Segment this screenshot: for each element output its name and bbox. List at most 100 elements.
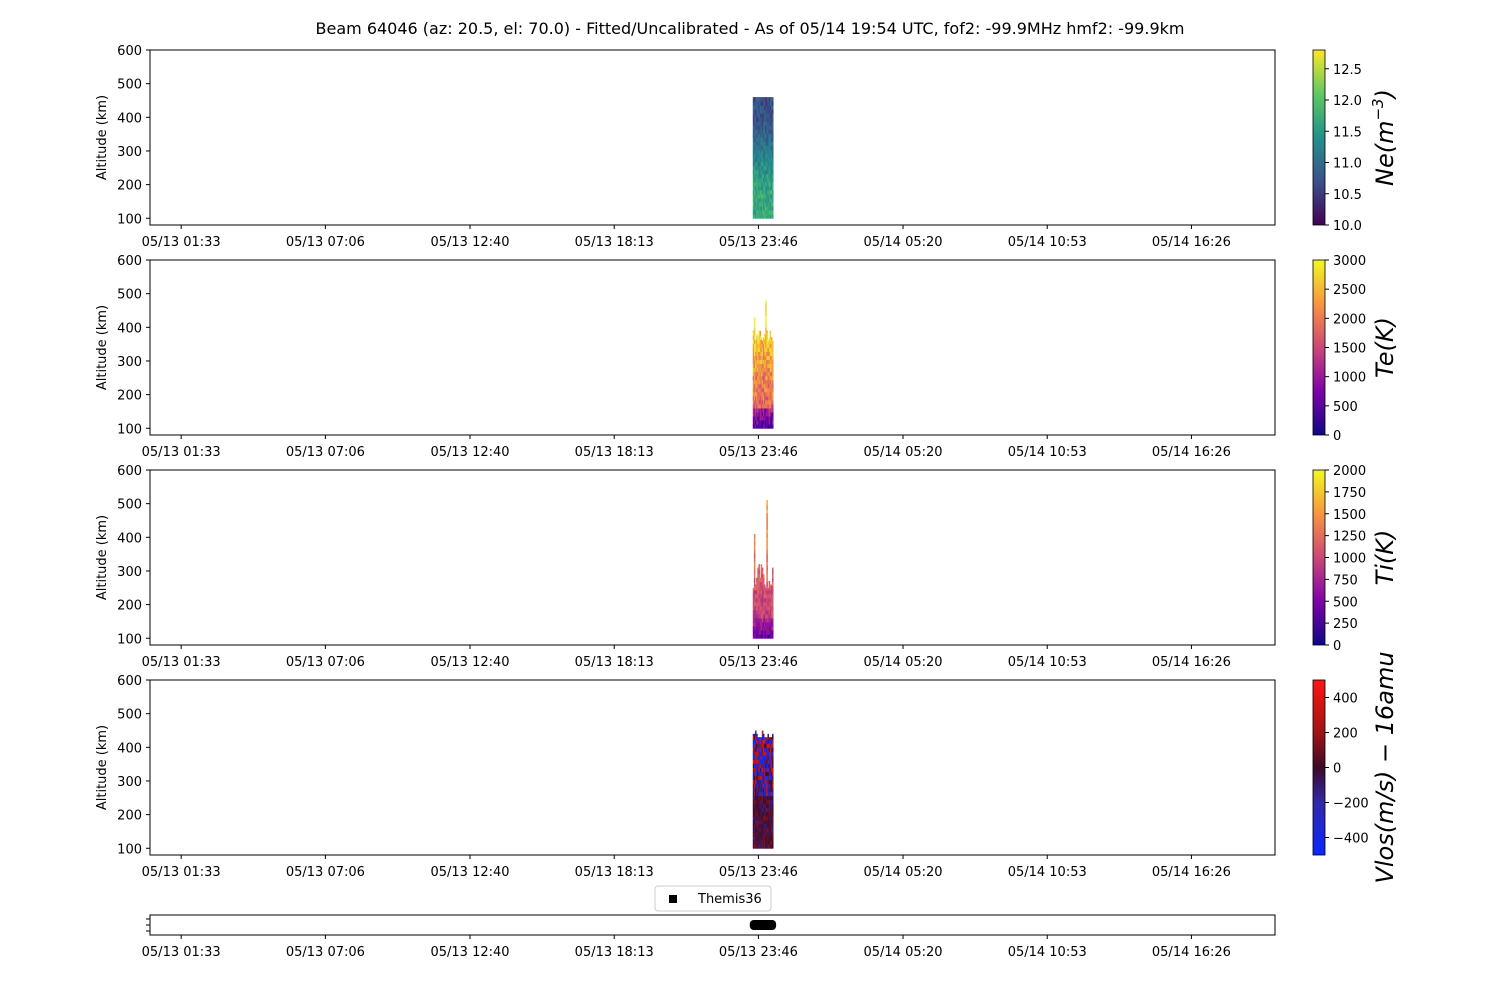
heatmap-cell [752,763,755,768]
heatmap-cell [759,605,762,611]
heatmap-cell [768,105,771,110]
heatmap-cell [757,569,759,575]
y-tick-label: 200 [117,389,142,404]
heatmap-cell [762,832,765,837]
heatmap-cell [760,355,763,361]
heatmap-cell [756,169,758,175]
heatmap-cell [756,355,758,361]
heatmap-cell [765,832,767,837]
heatmap-cell [760,121,763,126]
heatmap-cell [762,173,765,179]
heatmap-cells [752,730,774,849]
heatmap-cell [760,129,763,134]
heatmap-cell [761,121,764,126]
heatmap-cell [756,335,758,340]
heatmap-cell [770,121,773,126]
heatmap-cell [757,755,759,760]
heatmap-cell [758,815,760,821]
heatmap-cell [753,557,756,562]
heatmap-cell [770,109,773,114]
heatmap-cell [768,815,771,821]
heatmap-cell [753,133,756,138]
heatmap-cell [756,391,758,397]
heatmap-cell [752,618,755,623]
heatmap-cell [757,363,759,369]
heatmap-cell [761,210,764,215]
heatmap-cell [755,803,757,809]
colorbar-tick-label: 0 [1333,429,1341,444]
heatmap-cell [770,779,773,785]
heatmap-cell [758,824,760,829]
heatmap-cell [758,363,760,369]
heatmap-cell [771,424,774,429]
heatmap-cell [761,731,764,736]
heatmap-cell [759,113,762,118]
heatmap-cell [762,125,765,130]
heatmap-cell [760,836,763,841]
heatmap-cell [752,173,755,179]
heatmap-cell [771,751,774,756]
heatmap-cell [759,395,762,401]
heatmap-cell [759,185,762,191]
colorbar-label: Vlos(m/s) − 16amu [1371,651,1399,883]
heatmap-cell [759,214,762,219]
heatmap-cell [767,391,769,397]
heatmap-cell [752,161,755,167]
heatmap-cell [769,416,772,421]
heatmap-cell [769,795,772,801]
heatmap-cell [765,371,767,377]
heatmap-cell [753,190,756,195]
timeline-data-bar [749,920,777,930]
heatmap-cell [752,589,755,595]
heatmap-cell [764,610,766,615]
heatmap-cell [762,771,765,776]
heatmap-cell [769,125,772,130]
heatmap-cell [757,610,759,615]
heatmap-cell [766,343,768,348]
heatmap-cell [769,626,772,631]
heatmap-cell [761,198,764,203]
heatmap-cell [753,113,756,118]
heatmap-cell [759,173,762,179]
colorbar-tick-label: −200 [1333,797,1369,812]
y-tick-label: 100 [117,632,142,647]
x-tick-label: 05/13 18:13 [575,655,654,670]
heatmap-cell [753,109,756,114]
heatmap-cell [768,101,771,106]
heatmap-cell [756,359,758,365]
heatmap-cell [767,202,769,207]
heatmap-cell [753,747,756,752]
heatmap-cell [769,844,772,849]
heatmap-cell [752,400,755,405]
heatmap-cell [753,165,756,171]
heatmap-cell [753,367,756,373]
heatmap-cell [762,408,765,413]
heatmap-cell [753,569,756,575]
heatmap-cell [757,145,759,151]
heatmap-cell [752,828,755,833]
heatmap-cell [758,771,760,776]
heatmap-cell [761,145,764,151]
heatmap-cell [762,343,765,348]
heatmap-cell [761,408,764,413]
heatmap-cell [769,97,772,102]
heatmap-cell [752,416,755,421]
heatmap-cell [771,803,774,809]
heatmap-cell [764,832,766,837]
heatmap-cell [768,581,771,583]
plot-frame [149,259,1276,436]
x-tick-label: 05/13 01:33 [142,235,221,250]
heatmap-cell [755,113,757,118]
heatmap-cell [760,391,763,397]
x-tick-label: 05/14 05:20 [863,235,942,250]
heatmap-cell [765,323,767,328]
heatmap-cell [768,383,771,389]
heatmap-cell [765,630,767,635]
heatmap-cell [766,844,768,849]
heatmap-cell [767,755,769,760]
heatmap-cell [761,133,764,138]
heatmap-cell [758,795,760,801]
heatmap-cell [765,173,767,179]
colorbar-tick-label: 1500 [1333,342,1366,357]
heatmap-cell [764,420,766,425]
